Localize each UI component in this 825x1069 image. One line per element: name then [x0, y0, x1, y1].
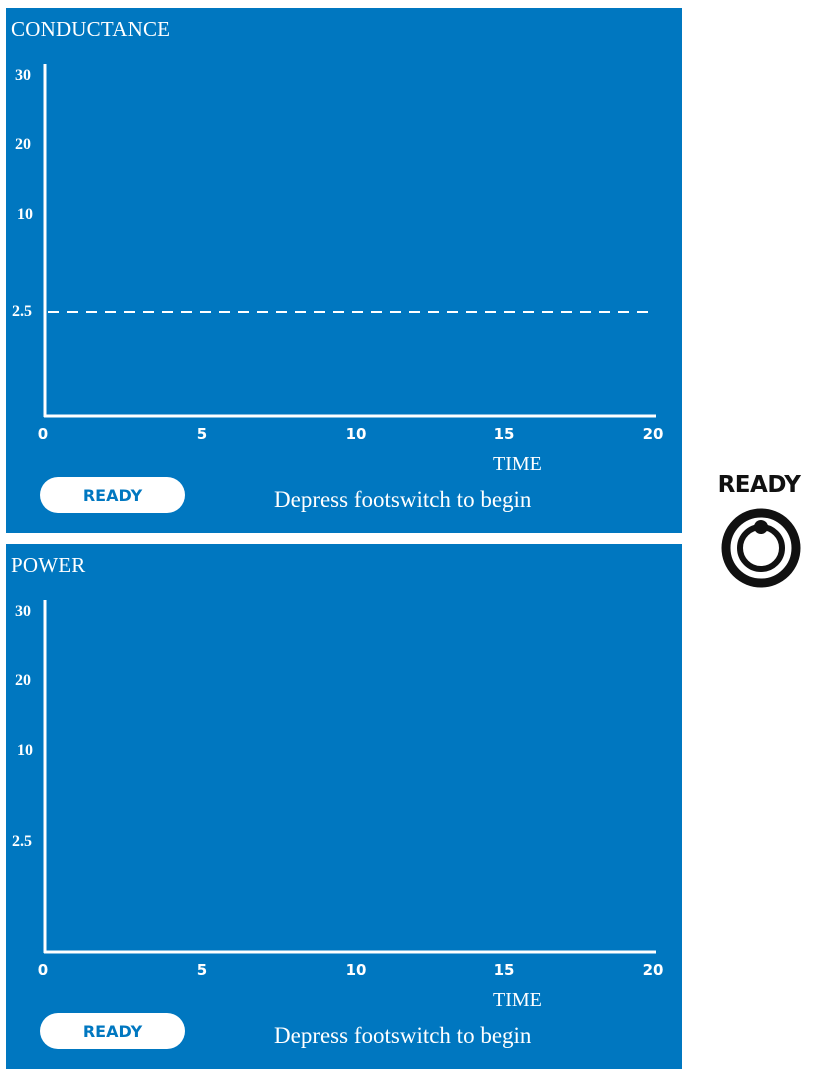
ready-button[interactable]: READY [40, 1013, 185, 1049]
y-tick-label: 2.5 [12, 833, 32, 850]
power-ring-icon [721, 508, 801, 588]
x-tick-label: 5 [197, 961, 207, 979]
ready-indicator: READY [697, 472, 821, 588]
x-axis-title: TIME [493, 989, 542, 1011]
panel-title: CONDUCTANCE [11, 17, 171, 41]
x-tick-label: 20 [643, 425, 664, 443]
x-tick-label: 15 [494, 425, 515, 443]
panel-title: POWER [11, 553, 86, 577]
conductance-chart: 30 20 10 2.5 0 5 10 15 20 [12, 64, 664, 443]
x-tick-label: 10 [346, 425, 367, 443]
y-tick-label: 20 [15, 136, 31, 153]
status-prompt: Depress footswitch to begin [274, 487, 532, 512]
x-tick-label: 10 [346, 961, 367, 979]
conductance-panel: CONDUCTANCE 30 20 10 2.5 0 5 10 15 20 TI… [6, 8, 682, 533]
x-axis-title: TIME [493, 453, 542, 475]
y-tick-label: 2.5 [12, 303, 32, 320]
x-tick-label: 0 [38, 425, 48, 443]
y-tick-label: 30 [15, 67, 31, 84]
ready-button[interactable]: READY [40, 477, 185, 513]
x-tick-label: 0 [38, 961, 48, 979]
y-tick-label: 10 [17, 742, 33, 759]
y-tick-label: 30 [15, 603, 31, 620]
x-tick-label: 20 [643, 961, 664, 979]
x-tick-label: 5 [197, 425, 207, 443]
ready-indicator-label: READY [717, 472, 801, 498]
status-prompt: Depress footswitch to begin [274, 1023, 532, 1048]
y-tick-label: 10 [17, 206, 33, 223]
x-tick-label: 15 [494, 961, 515, 979]
power-chart: 30 20 10 2.5 0 5 10 15 20 [12, 600, 664, 979]
y-tick-label: 20 [15, 672, 31, 689]
power-panel: POWER 30 20 10 2.5 0 5 10 15 20 TIME REA… [6, 544, 682, 1069]
